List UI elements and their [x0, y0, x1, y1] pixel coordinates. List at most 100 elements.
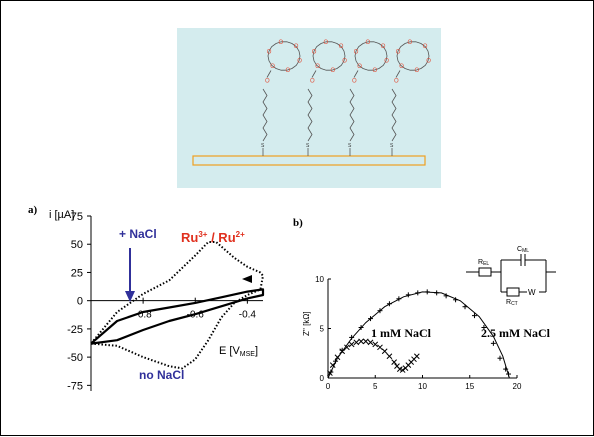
data-point-1mm: [372, 341, 379, 348]
oxygen-atom: O: [399, 64, 404, 70]
oxygen-atom: O: [394, 79, 399, 85]
data-point-2-5mm: [497, 355, 503, 361]
r-ct-label: RCT: [506, 299, 518, 307]
sulfur-atom: S: [348, 143, 352, 149]
data-point-2-5mm: [490, 340, 496, 346]
data-point-1mm: [348, 341, 355, 348]
oxygen-atom: O: [270, 64, 275, 70]
data-point-1mm: [391, 359, 398, 366]
crown-ether-ring: [396, 41, 430, 71]
oxygen-atom: O: [331, 68, 336, 74]
oxygen-atom: O: [357, 64, 362, 70]
one-mm-nacl-annotation: 1 mM NaCl: [371, 326, 432, 340]
y-tick-label: 75: [71, 211, 83, 223]
oxygen-atom: O: [324, 40, 329, 46]
y-tick-label: -75: [67, 380, 83, 392]
y-tick-labels: 10 5 0: [315, 275, 324, 383]
fit-curve: [327, 291, 510, 379]
oxygen-atom: O: [366, 40, 371, 46]
data-point-1mm: [344, 344, 350, 351]
y-tick-label: 5: [320, 325, 325, 334]
data-point-2-5mm: [471, 313, 477, 319]
x-tick-label: -0.4: [239, 310, 257, 321]
impedance-data: [327, 289, 511, 379]
data-point-1mm: [353, 339, 360, 346]
oxygen-atom: O: [294, 44, 299, 50]
oxygen-atom: O: [396, 50, 401, 56]
data-point-2-5mm: [503, 366, 509, 372]
y-axis-title: Z'' [kΩ]: [302, 311, 311, 336]
y-tick-label: -25: [67, 324, 83, 336]
oxygen-atom: O: [312, 50, 317, 56]
c-ml-label: CML: [517, 246, 529, 254]
oxygen-atom: O: [297, 58, 302, 64]
scan-arrow: [242, 275, 252, 283]
oxygen-atom: O: [342, 58, 347, 64]
x-tick-label: 10: [418, 382, 427, 391]
oxygen-atom: O: [352, 79, 357, 85]
x-tick-label: 20: [513, 382, 522, 391]
x-tick-labels: 0 5 10 15 20: [326, 382, 522, 391]
oxygen-atom: O: [423, 44, 428, 50]
crown-ether-ring: [267, 41, 301, 71]
oxygen-atom: O: [339, 44, 344, 50]
y-tick-label: 10: [315, 275, 324, 284]
oxygen-atom: O: [381, 44, 386, 50]
oxygen-atom: O: [286, 68, 291, 74]
data-point-1mm: [386, 353, 393, 360]
y-tick-label: 50: [71, 239, 83, 251]
y-tick-label: -50: [67, 352, 83, 364]
equivalent-circuit: [466, 254, 556, 297]
oxygen-atom: O: [265, 79, 270, 85]
ru-annotation: Ru3+ / Ru2+: [181, 230, 245, 245]
x-tick-label: 15: [465, 382, 474, 391]
oxygen-atom: O: [384, 58, 389, 64]
plus-nacl-arrow: [125, 248, 135, 302]
data-point-1mm: [381, 348, 388, 355]
oxygen-atom: O: [354, 50, 359, 56]
data-point-1mm: [358, 338, 364, 345]
oxygen-atom: O: [373, 68, 378, 74]
no-nacl-annotation: no NaCl: [139, 368, 184, 382]
warburg-label: W: [528, 288, 536, 297]
panel-b-label: b): [293, 217, 303, 229]
oxygen-atom: O: [415, 68, 420, 74]
oxygen-atom: O: [426, 58, 431, 64]
y-tick-label: 25: [71, 267, 83, 279]
sulfur-atom: S: [390, 143, 394, 149]
x-tick-label: 0: [326, 382, 331, 391]
cv-curve-plus-nacl: [90, 288, 265, 345]
sulfur-atom: S: [306, 143, 310, 149]
x-tick-label: 5: [373, 382, 378, 391]
x-tick-label: -0.8: [135, 310, 153, 321]
oxygen-atom: O: [279, 40, 284, 46]
data-point-1mm: [413, 353, 420, 360]
data-point-2-5mm: [481, 325, 487, 331]
sulfur-atom: S: [261, 143, 265, 149]
y-axis-title: i [µA]: [49, 209, 74, 221]
plus-nacl-annotation: + NaCl: [119, 227, 157, 241]
data-point-1mm: [362, 338, 369, 345]
cv-curves: [90, 241, 265, 370]
y-tick-labels: 75 50 25 0 -25 -50 -75: [67, 211, 83, 392]
axes: [87, 215, 263, 391]
y-tick-label: 0: [320, 374, 325, 383]
oxygen-atom: O: [310, 79, 315, 85]
data-point-1mm: [377, 344, 383, 351]
data-point-1mm: [367, 339, 374, 346]
x-axis-title: E [VMSE]: [219, 345, 258, 358]
two-point-five-mm-nacl-annotation: 2.5 mM NaCl: [481, 326, 551, 340]
oxygen-atom: O: [315, 64, 320, 70]
r-el-label: REL: [478, 259, 489, 267]
oxygen-atom: O: [408, 40, 413, 46]
y-tick-label: 0: [77, 296, 83, 308]
crown-ether-ring: [354, 41, 388, 71]
